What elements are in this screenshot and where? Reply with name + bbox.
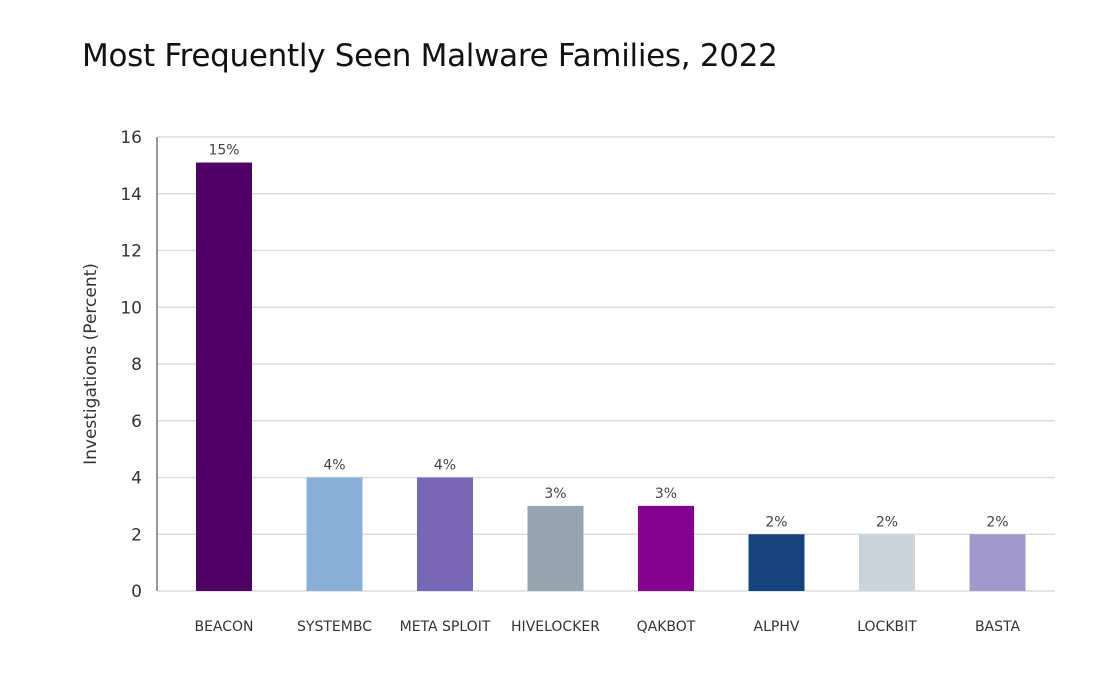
y-tick-label: 10 [120,298,142,318]
y-tick-label: 0 [131,582,142,602]
bar-hivelocker [527,505,584,591]
y-tick-label: 2 [131,525,142,545]
x-tick-label: SYSTEMBC [297,619,372,635]
bar-lockbit [859,534,915,591]
x-tick-label: META SPLOIT [400,619,491,635]
y-tick-label: 6 [131,412,142,432]
x-tick-label: BASTA [975,619,1021,635]
y-tick-label: 14 [120,185,142,205]
data-label: 4% [434,458,456,474]
bar-alphv [748,534,805,591]
y-tick-label: 12 [120,242,142,262]
data-label: 2% [986,514,1008,530]
bar-beacon [196,162,252,591]
data-label: 15% [208,143,239,159]
y-axis-label: Investigations (Percent) [81,263,101,465]
x-tick-label: BEACON [194,619,253,635]
bar-systembc [306,477,363,591]
data-label: 3% [544,486,566,502]
data-label: 3% [655,486,677,502]
x-tick-label: LOCKBIT [857,619,917,635]
y-tick-label: 4 [131,469,142,489]
data-label: 2% [876,514,898,530]
x-tick-label: ALPHV [754,619,800,635]
data-label: 2% [765,514,787,530]
bar-qakbot [638,505,694,591]
chart-title: Most Frequently Seen Malware Families, 2… [82,38,778,74]
y-tick-label: 16 [120,128,142,148]
data-label: 4% [323,458,345,474]
x-tick-label: HIVELOCKER [511,619,600,635]
bar-basta [969,534,1026,591]
x-tick-label: QAKBOT [637,619,696,635]
y-tick-label: 8 [131,355,142,375]
bar-meta-sploit [417,477,473,591]
